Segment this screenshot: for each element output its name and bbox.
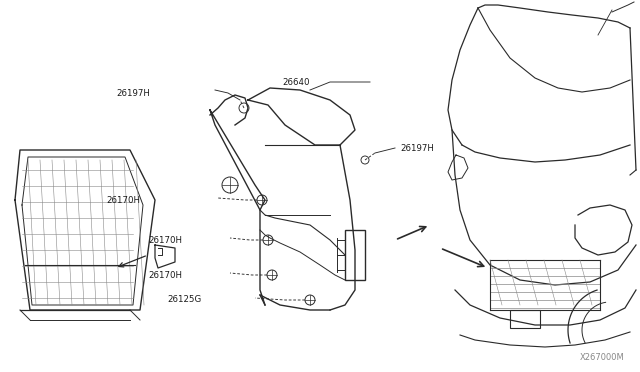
Text: 26197H: 26197H: [116, 89, 150, 97]
Text: 26170H: 26170H: [106, 196, 140, 205]
Bar: [510, 310, 540, 328]
Text: 26170H: 26170H: [148, 270, 182, 279]
Text: 26170H: 26170H: [148, 235, 182, 244]
Text: 26640: 26640: [282, 77, 310, 87]
Bar: [345, 230, 365, 280]
Text: 26125G: 26125G: [168, 295, 202, 305]
Text: X267000M: X267000M: [580, 353, 625, 362]
Text: 26197H: 26197H: [400, 144, 434, 153]
